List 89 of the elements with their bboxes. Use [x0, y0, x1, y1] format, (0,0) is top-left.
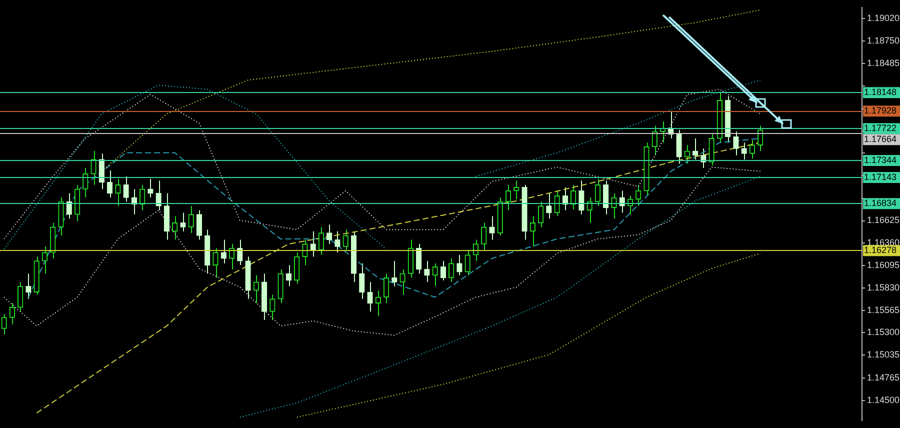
y-tick-label: 1.15300 — [867, 327, 900, 338]
candlestick — [115, 178, 121, 206]
candlestick — [708, 134, 714, 166]
candlestick — [505, 184, 512, 211]
candlestick — [172, 216, 178, 240]
ref-line-label: 1.17664 — [864, 134, 897, 144]
candlestick — [611, 192, 617, 220]
y-tick-label: 1.14765 — [867, 372, 900, 382]
candlestick — [383, 273, 390, 304]
candlestick — [294, 252, 300, 284]
candlestick — [530, 216, 536, 248]
candlestick — [82, 167, 88, 198]
candlestick — [302, 239, 308, 266]
candlestick — [270, 294, 276, 321]
y-tick-label: 1.14500 — [867, 394, 900, 405]
candlestick — [139, 184, 146, 211]
candlestick — [123, 176, 129, 202]
candlestick — [448, 258, 454, 283]
candlestick — [42, 246, 48, 274]
candlestick — [188, 205, 194, 234]
candlestick — [514, 180, 520, 200]
line-series — [4, 166, 761, 336]
candlestick — [359, 262, 365, 300]
candlestick — [424, 260, 430, 283]
candlestick — [26, 273, 32, 300]
y-tick-label: 1.16625 — [867, 215, 900, 226]
candlestick — [684, 144, 690, 164]
candlestick — [212, 248, 218, 278]
y-tick-label: 1.16095 — [867, 260, 900, 270]
candlestick — [432, 262, 438, 287]
candlestick — [148, 178, 154, 198]
line-series — [296, 252, 761, 418]
candlestick — [367, 282, 373, 312]
y-tick-label: 1.19020 — [867, 12, 900, 23]
candlestick — [733, 131, 739, 156]
candlestick — [334, 230, 340, 253]
candlestick — [196, 210, 202, 240]
candlestick — [310, 230, 316, 258]
candlestick — [9, 302, 16, 325]
line-series — [475, 80, 761, 177]
candlestick — [106, 170, 113, 198]
y-tick-label: 1.15830 — [867, 282, 900, 292]
candlestick — [603, 180, 609, 215]
candlestick — [375, 290, 381, 316]
candlestick — [1, 314, 7, 335]
ref-line-label: 1.17143 — [864, 172, 897, 182]
candlestick — [392, 260, 398, 287]
ref-line-label: 1.16834 — [864, 198, 897, 208]
candlestick — [636, 184, 642, 206]
candlestick — [741, 142, 747, 160]
ref-line-label: 1.18148 — [864, 87, 897, 98]
y-tick-label: 1.15565 — [867, 304, 900, 315]
candlestick — [440, 260, 446, 281]
candlestick — [456, 254, 462, 276]
candlestick — [156, 180, 162, 211]
line-series — [239, 176, 761, 418]
candlestick — [594, 178, 601, 206]
candlestick — [400, 268, 406, 296]
candlestick — [758, 125, 764, 152]
candlestick — [489, 216, 495, 240]
ref-line-label: 1.17344 — [864, 154, 897, 165]
candlestick — [554, 190, 560, 217]
candlestick — [749, 140, 756, 160]
line-series — [4, 84, 387, 250]
candlestick — [586, 197, 592, 224]
candlestick — [676, 129, 682, 164]
candlestick — [660, 120, 666, 144]
ref-line-label: 1.16278 — [864, 245, 897, 256]
candlestick — [481, 222, 487, 250]
ref-line-label: 1.17722 — [864, 123, 897, 134]
candlestick — [180, 212, 186, 232]
candlestick — [253, 274, 259, 304]
y-tick-label: 1.18485 — [867, 58, 900, 68]
candlestick — [538, 201, 544, 228]
candlestick — [464, 249, 470, 276]
y-tick-label: 1.18750 — [867, 36, 900, 46]
candlestick — [342, 229, 348, 250]
candlestick — [286, 264, 292, 287]
candlestick — [326, 224, 332, 244]
candlestick — [578, 180, 584, 215]
candlestick — [546, 192, 552, 220]
candlestick — [18, 282, 24, 312]
candlestick — [318, 226, 324, 256]
candlestick — [570, 184, 576, 210]
ref-line-label: 1.17928 — [864, 106, 897, 116]
candlestick — [90, 150, 96, 186]
y-tick-label: 1.15035 — [867, 350, 900, 360]
candlestick — [220, 239, 226, 264]
candlestick — [692, 138, 698, 160]
